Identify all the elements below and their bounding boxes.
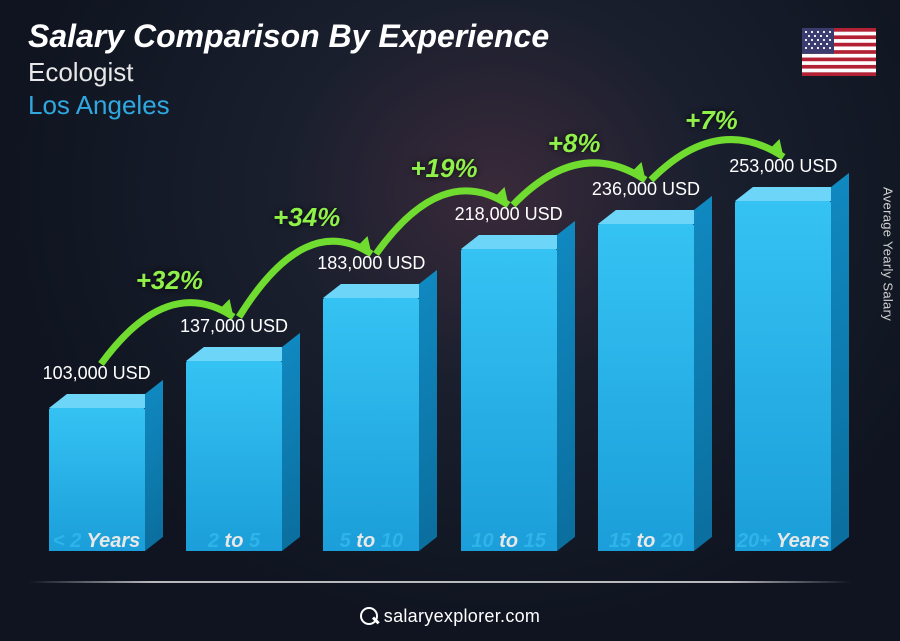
- footer-text: salaryexplorer.com: [384, 606, 540, 626]
- bar-group: 253,000 USD20+ Years: [715, 150, 852, 551]
- bar-value-label: 183,000 USD: [301, 253, 441, 274]
- growth-pct-label: +19%: [410, 153, 477, 184]
- bar-group: 103,000 USD< 2 Years: [28, 150, 165, 551]
- chart-subtitle: Ecologist: [28, 57, 549, 88]
- growth-pct-label: +34%: [273, 202, 340, 233]
- bar-wrap: 137,000 USD: [186, 150, 282, 551]
- chart-baseline: [28, 581, 852, 583]
- bar-value-label: 103,000 USD: [27, 363, 167, 384]
- bar-x-label: 10 to 15: [440, 530, 577, 553]
- bar-x-label: 5 to 10: [303, 530, 440, 553]
- bar: [323, 298, 419, 551]
- bar-x-label: 2 to 5: [165, 530, 302, 553]
- bar: [735, 201, 831, 551]
- us-flag-icon: [802, 28, 876, 76]
- header: Salary Comparison By Experience Ecologis…: [28, 18, 549, 121]
- growth-pct-label: +7%: [685, 105, 738, 136]
- bar-wrap: 253,000 USD: [735, 150, 831, 551]
- bar-x-label: < 2 Years: [28, 530, 165, 553]
- footer-source: salaryexplorer.com: [0, 606, 900, 627]
- bar: [461, 249, 557, 551]
- bar-group: 218,000 USD10 to 15: [440, 150, 577, 551]
- bar: [598, 224, 694, 551]
- chart-title: Salary Comparison By Experience: [28, 18, 549, 55]
- bar-x-label: 15 to 20: [577, 530, 714, 553]
- y-axis-label: Average Yearly Salary: [881, 187, 896, 321]
- growth-pct-label: +8%: [548, 128, 601, 159]
- bar-wrap: 103,000 USD: [49, 150, 145, 551]
- bar-group: 236,000 USD15 to 20: [577, 150, 714, 551]
- chart-location: Los Angeles: [28, 90, 549, 121]
- bar: [186, 361, 282, 551]
- growth-pct-label: +32%: [136, 265, 203, 296]
- bar-wrap: 218,000 USD: [461, 150, 557, 551]
- bar-value-label: 236,000 USD: [576, 179, 716, 200]
- bar-x-label: 20+ Years: [715, 530, 852, 553]
- bar-chart: 103,000 USD< 2 Years137,000 USD2 to 5183…: [28, 150, 852, 579]
- bar-value-label: 137,000 USD: [164, 316, 304, 337]
- magnifier-icon: [360, 607, 378, 625]
- bar-wrap: 236,000 USD: [598, 150, 694, 551]
- bar-value-label: 218,000 USD: [439, 204, 579, 225]
- bar-value-label: 253,000 USD: [713, 156, 853, 177]
